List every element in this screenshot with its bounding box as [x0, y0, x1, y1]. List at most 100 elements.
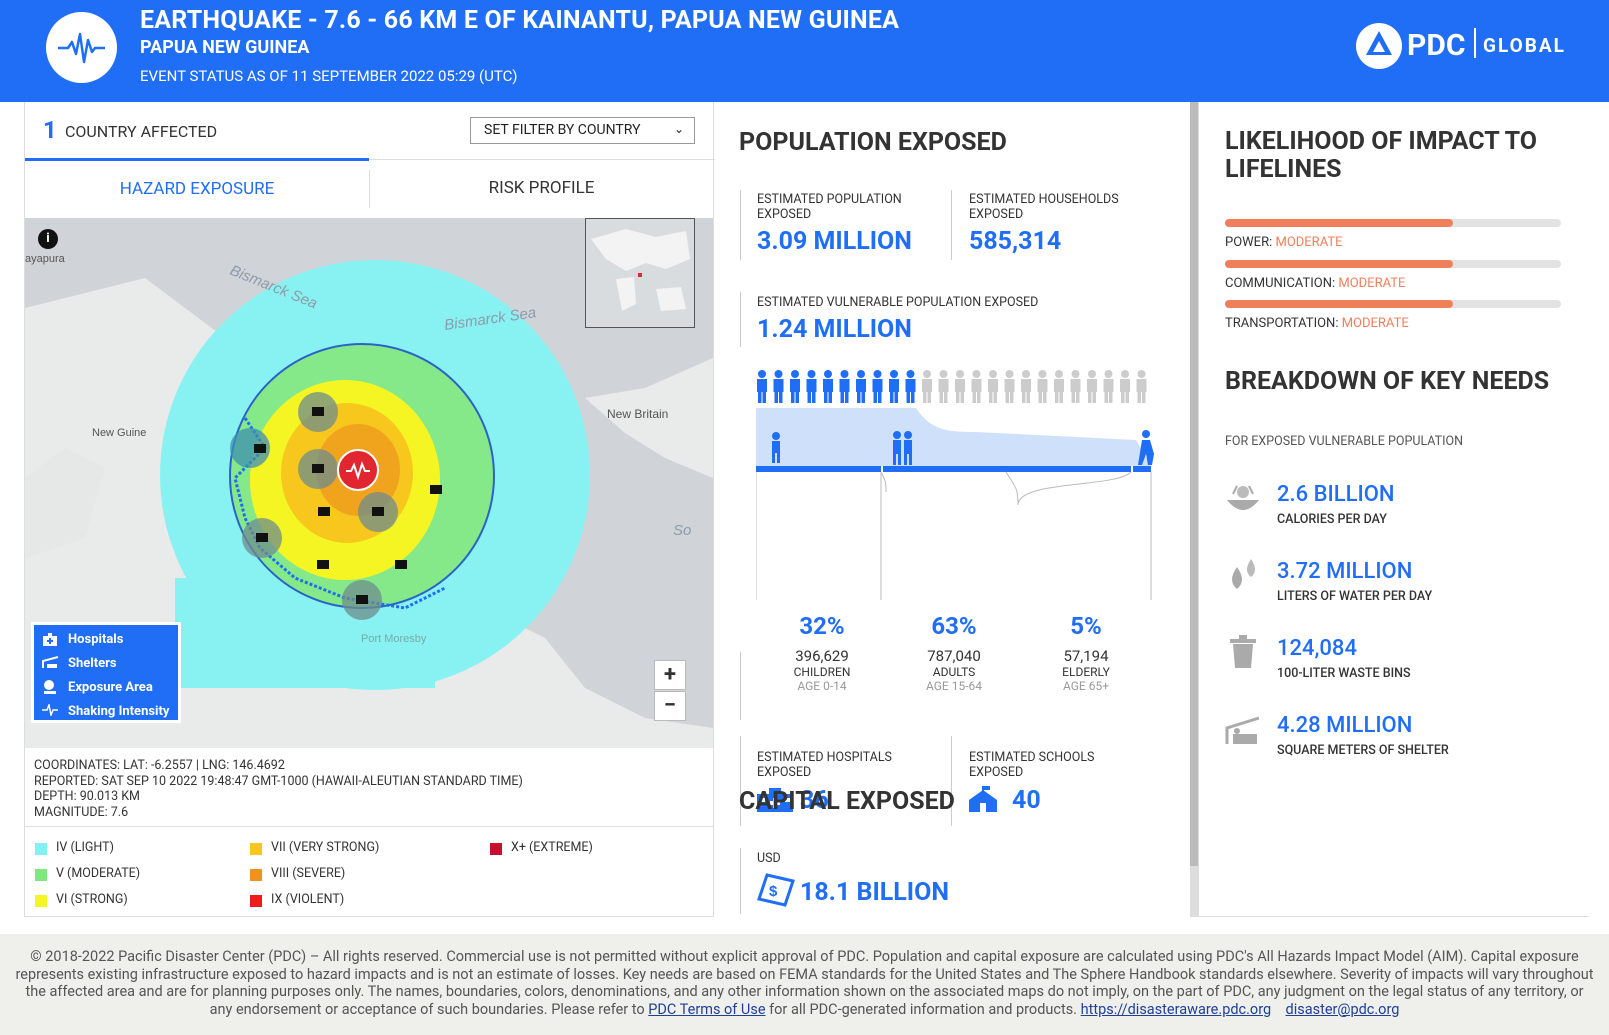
schools-label: ESTIMATED SCHOOLS EXPOSED: [969, 750, 1095, 780]
est-households-label: ESTIMATED HOUSEHOLDS EXPOSED: [969, 192, 1119, 222]
lifelines-title: LIKELIHOOD OF IMPACT TO LIFELINES: [1225, 127, 1538, 184]
impact-bar: [1225, 300, 1561, 308]
food-bowl-icon: [1225, 480, 1261, 520]
person-icon: [872, 370, 883, 403]
lifeline-power: POWER: MODERATE: [1225, 219, 1561, 250]
divider: [25, 826, 713, 827]
person-icon: [1054, 370, 1064, 403]
hospitals-label: ESTIMATED HOSPITALS EXPOSED: [757, 750, 892, 780]
footer-disclaimer: © 2018-2022 Pacific Disaster Center (PDC…: [0, 934, 1609, 1035]
population-title: POPULATION EXPOSED: [739, 128, 1007, 157]
person-icon: [938, 370, 949, 403]
event-title: EARTHQUAKE - 7.6 - 66 KM E OF KAINANTU, …: [140, 6, 900, 35]
chevron-down-icon: ⌄: [673, 122, 684, 136]
person-icon: [856, 370, 866, 403]
legend-shaking-intensity: Shaking Intensity: [68, 704, 170, 719]
scrollbar-thumb[interactable]: [1190, 102, 1198, 866]
hospitals-value: 36: [800, 786, 829, 815]
legend-shelters: Shelters: [68, 656, 117, 671]
country-label: COUNTRY AFFECTED: [65, 122, 218, 141]
group-elderly: 5% 57,194 ELDERLY AGE 65+: [1062, 612, 1110, 693]
trash-bin-icon: [1225, 634, 1261, 674]
person-icon: [988, 370, 998, 403]
person-icon: [1087, 370, 1097, 403]
pdc-brand-sub: GLOBAL: [1483, 34, 1566, 57]
impact-bar: [1225, 260, 1561, 268]
site-link[interactable]: https://disasteraware.pdc.org: [1080, 1000, 1272, 1018]
person-icon: [1037, 370, 1048, 403]
person-icon: [1103, 370, 1114, 403]
est-households-value: 585,314: [969, 227, 1062, 256]
person-icon: [757, 370, 767, 403]
country-filter-label: SET FILTER BY COUNTRY: [484, 122, 641, 138]
map-label-island: New Britain: [607, 407, 668, 421]
country-filter-select[interactable]: SET FILTER BY COUNTRY ⌄: [470, 117, 695, 144]
shelter-icon: [1225, 712, 1261, 752]
person-icon: [790, 370, 800, 403]
need-calories-label: CALORIES PER DAY: [1277, 512, 1387, 527]
exposure-area-icon: [42, 680, 60, 694]
schools-value: 40: [1012, 786, 1041, 815]
impact-bar: [1225, 219, 1561, 227]
shaking-intensity-icon: [42, 702, 60, 718]
panel-scrollbar[interactable]: [1190, 102, 1198, 917]
tab-risk-profile[interactable]: RISK PROFILE: [369, 170, 713, 208]
hospital-building-icon: [757, 788, 793, 816]
need-calories-value: 2.6 BILLION: [1277, 482, 1395, 507]
active-tab-indicator: [25, 158, 369, 161]
capital-unit: USD: [757, 851, 781, 866]
email-link[interactable]: disaster@pdc.org: [1285, 1000, 1400, 1018]
person-icon: [922, 370, 932, 403]
legend-hospitals: Hospitals: [68, 632, 124, 647]
map-label-region: New Guine: [92, 427, 146, 439]
person-icon: [1136, 370, 1147, 403]
person-icon: [806, 370, 817, 403]
tab-hazard-exposure[interactable]: HAZARD EXPOSURE: [119, 179, 275, 199]
terms-link[interactable]: PDC Terms of Use: [648, 1000, 766, 1018]
person-icon: [1004, 370, 1015, 403]
key-needs-subtitle: FOR EXPOSED VULNERABLE POPULATION: [1225, 434, 1464, 449]
need-waste-label: 100-LITER WASTE BINS: [1277, 666, 1411, 681]
reported-text: REPORTED: SAT SEP 10 2022 19:48:47 GMT-1…: [34, 773, 523, 789]
capital-value: 18.1 BILLION: [800, 878, 949, 907]
est-pop-label: ESTIMATED POPULATION EXPOSED: [757, 192, 902, 222]
lifeline-transportation: TRANSPORTATION: MODERATE: [1225, 300, 1561, 331]
impact-bar-fill: [1225, 300, 1454, 308]
depth-text: DEPTH: 90.013 KM: [34, 789, 140, 804]
event-status: EVENT STATUS AS OF 11 SEPTEMBER 2022 05:…: [140, 67, 518, 85]
footer-text-2: for all PDC-generated information and pr…: [769, 1000, 1078, 1018]
map-legend: Hospitals Shelters Exposure Area Shaking…: [31, 622, 181, 723]
person-icon: [955, 370, 965, 403]
water-drops-icon: [1225, 557, 1261, 597]
vulnerable-label: ESTIMATED VULNERABLE POPULATION EXPOSED: [757, 295, 1039, 310]
map-label-port: Port Moresby: [361, 633, 427, 645]
key-needs-title: BREAKDOWN OF KEY NEEDS: [1225, 367, 1550, 396]
report-header: EARTHQUAKE - 7.6 - 66 KM E OF KAINANTU, …: [0, 0, 1609, 102]
map-label-city: ayapura: [25, 253, 66, 265]
footer-text: © 2018-2022 Pacific Disaster Center (PDC…: [15, 948, 1594, 1018]
hazard-panel: 1 COUNTRY AFFECTED SET FILTER BY COUNTRY…: [24, 102, 715, 917]
need-shelter-value: 4.28 MILLION: [1277, 713, 1413, 738]
need-shelter-label: SQUARE METERS OF SHELTER: [1277, 743, 1449, 758]
person-icon: [823, 370, 833, 403]
person-icon: [889, 370, 899, 403]
pdc-brand: PDC: [1407, 28, 1466, 63]
person-icon: [905, 370, 916, 403]
impact-bar-fill: [1225, 260, 1454, 268]
magnitude-text: MAGNITUDE: 7.6: [34, 804, 129, 820]
legend-exposure-area: Exposure Area: [68, 680, 153, 695]
event-country: PAPUA NEW GUINEA: [140, 37, 310, 58]
person-icon: [773, 370, 784, 403]
person-icon: [1070, 370, 1081, 403]
zoom-out-button[interactable]: −: [654, 691, 686, 721]
seismic-wave-icon: [46, 12, 117, 83]
zoom-in-button[interactable]: +: [654, 660, 686, 690]
info-icon[interactable]: i: [38, 229, 58, 249]
need-water-value: 3.72 MILLION: [1277, 559, 1413, 584]
event-details: COORDINATES: LAT: -6.2557 | LNG: 146.469…: [34, 758, 523, 820]
person-icon: [1120, 370, 1130, 403]
overview-minimap[interactable]: [585, 218, 695, 328]
impact-bar-fill: [1225, 219, 1454, 227]
vulnerable-population-graphic: [756, 370, 1154, 600]
lifelines-panel: LIKELIHOOD OF IMPACT TO LIFELINES POWER:…: [1198, 102, 1589, 917]
